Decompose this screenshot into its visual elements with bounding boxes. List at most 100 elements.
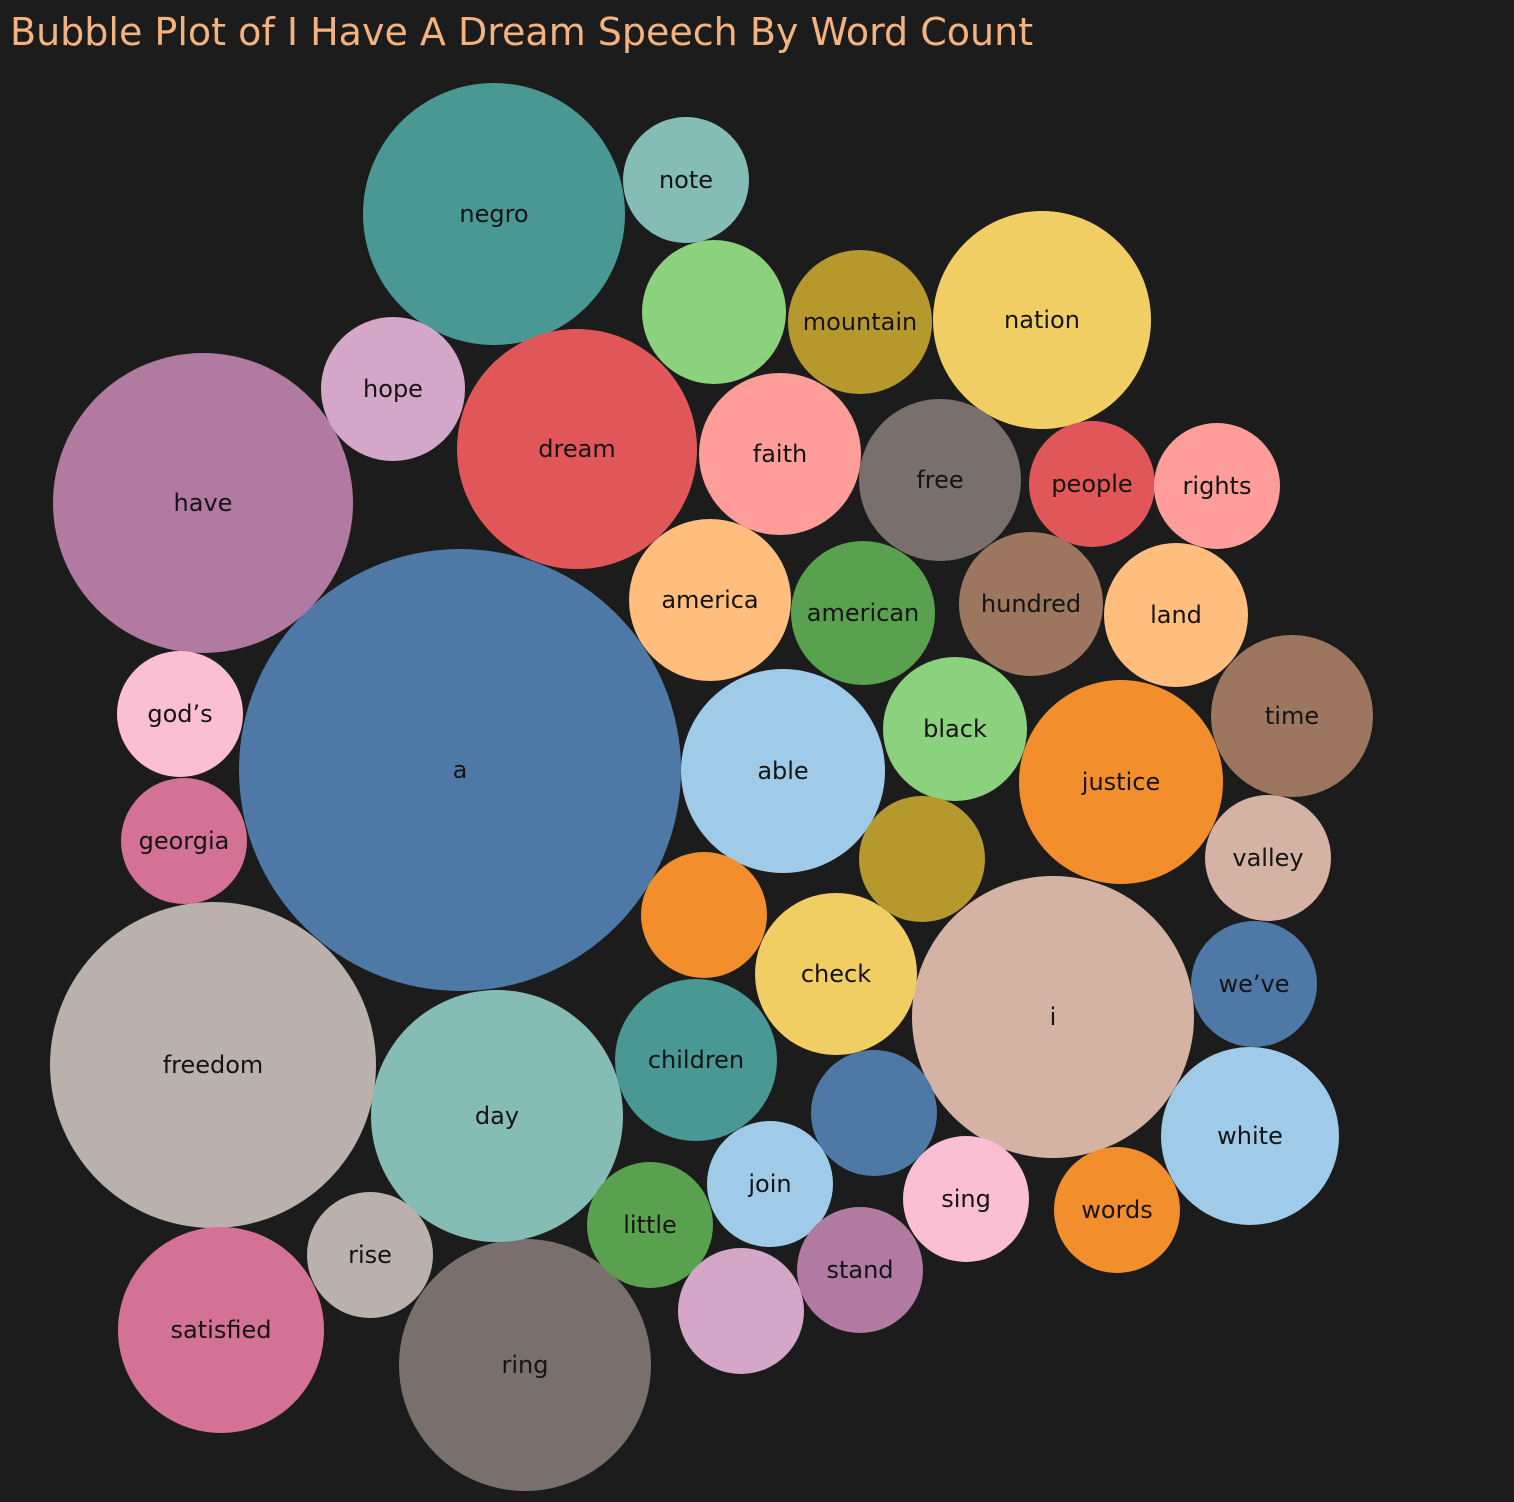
bubble-i[interactable]: i xyxy=(912,876,1194,1158)
bubble-circle[interactable] xyxy=(1154,423,1280,549)
bubble-circle[interactable] xyxy=(797,1207,923,1333)
bubble-circle[interactable] xyxy=(859,796,985,922)
bubble-words[interactable]: words xyxy=(1054,1147,1180,1273)
bubble-ring[interactable]: ring xyxy=(399,1239,651,1491)
bubble-hope[interactable]: hope xyxy=(321,317,465,461)
bubble-label: little xyxy=(623,1211,677,1239)
bubble-note[interactable]: note xyxy=(623,117,749,243)
bubble-unlabeled-19[interactable] xyxy=(642,240,786,384)
bubble-land[interactable]: land xyxy=(1104,543,1248,687)
bubble-american[interactable]: american xyxy=(791,541,935,685)
bubble-label: people xyxy=(1051,470,1132,498)
bubble-faith[interactable]: faith xyxy=(699,373,861,535)
bubble-circle[interactable] xyxy=(959,532,1103,676)
bubble-circle[interactable] xyxy=(1191,921,1317,1047)
bubble-label: faith xyxy=(753,440,807,468)
bubble-circle[interactable] xyxy=(791,541,935,685)
bubble-america[interactable]: america xyxy=(629,519,791,681)
bubble-sing[interactable]: sing xyxy=(903,1136,1029,1262)
bubble-people[interactable]: people xyxy=(1029,421,1155,547)
bubble-circle[interactable] xyxy=(457,329,697,569)
bubble-circle[interactable] xyxy=(933,211,1151,429)
bubble-circle[interactable] xyxy=(1029,421,1155,547)
bubble-negro[interactable]: negro xyxy=(363,83,625,345)
bubble-rights[interactable]: rights xyxy=(1154,423,1280,549)
bubble-circle[interactable] xyxy=(707,1121,833,1247)
bubble-children[interactable]: children xyxy=(615,979,777,1141)
bubble-circle[interactable] xyxy=(903,1136,1029,1262)
bubble-stand[interactable]: stand xyxy=(797,1207,923,1333)
bubble-we-ve[interactable]: we’ve xyxy=(1191,921,1317,1047)
bubble-circle[interactable] xyxy=(811,1050,937,1176)
bubble-free[interactable]: free xyxy=(859,399,1021,561)
bubble-circle[interactable] xyxy=(641,852,767,978)
bubble-label: ring xyxy=(502,1351,549,1379)
bubble-god-s[interactable]: god’s xyxy=(117,651,243,777)
bubble-circle[interactable] xyxy=(121,778,247,904)
bubble-freedom[interactable]: freedom xyxy=(50,902,376,1228)
bubble-circle[interactable] xyxy=(883,657,1027,801)
bubble-circle[interactable] xyxy=(321,317,465,461)
bubble-circle[interactable] xyxy=(363,83,625,345)
bubble-justice[interactable]: justice xyxy=(1019,680,1223,884)
bubble-circle[interactable] xyxy=(307,1192,433,1318)
bubble-label: stand xyxy=(826,1256,893,1284)
bubble-rise[interactable]: rise xyxy=(307,1192,433,1318)
bubble-circle[interactable] xyxy=(371,990,623,1242)
bubble-label: free xyxy=(916,466,963,494)
bubble-circle[interactable] xyxy=(1161,1047,1339,1225)
bubble-circle[interactable] xyxy=(699,373,861,535)
bubble-circle[interactable] xyxy=(912,876,1194,1158)
bubble-unlabeled-42[interactable] xyxy=(678,1248,804,1374)
bubble-label: god’s xyxy=(147,700,212,728)
bubble-circle[interactable] xyxy=(678,1248,804,1374)
bubble-circle[interactable] xyxy=(615,979,777,1141)
bubble-mountain[interactable]: mountain xyxy=(788,250,932,394)
bubble-a[interactable]: a xyxy=(239,549,681,991)
bubble-circle[interactable] xyxy=(239,549,681,991)
bubble-circle[interactable] xyxy=(788,250,932,394)
bubble-have[interactable]: have xyxy=(53,353,353,653)
bubble-unlabeled-35[interactable] xyxy=(811,1050,937,1176)
bubble-time[interactable]: time xyxy=(1211,635,1373,797)
bubble-circle[interactable] xyxy=(859,399,1021,561)
bubble-circle[interactable] xyxy=(53,353,353,653)
bubble-able[interactable]: able xyxy=(681,669,885,873)
bubble-label: justice xyxy=(1081,768,1160,796)
bubble-label: time xyxy=(1265,702,1319,730)
bubble-valley[interactable]: valley xyxy=(1205,795,1331,921)
bubble-circle[interactable] xyxy=(118,1227,324,1433)
bubble-black[interactable]: black xyxy=(883,657,1027,801)
bubble-unlabeled-34[interactable] xyxy=(641,852,767,978)
bubble-circle[interactable] xyxy=(755,893,917,1055)
bubble-circle[interactable] xyxy=(642,240,786,384)
bubble-satisfied[interactable]: satisfied xyxy=(118,1227,324,1433)
bubble-circle[interactable] xyxy=(1205,795,1331,921)
bubble-circle[interactable] xyxy=(1054,1147,1180,1273)
bubble-circle[interactable] xyxy=(587,1162,713,1288)
bubble-circle[interactable] xyxy=(399,1239,651,1491)
bubble-check[interactable]: check xyxy=(755,893,917,1055)
bubble-white[interactable]: white xyxy=(1161,1047,1339,1225)
bubble-circle[interactable] xyxy=(50,902,376,1228)
bubble-dream[interactable]: dream xyxy=(457,329,697,569)
bubble-circle[interactable] xyxy=(623,117,749,243)
bubble-label: have xyxy=(174,489,233,517)
bubble-circle[interactable] xyxy=(1019,680,1223,884)
bubble-hundred[interactable]: hundred xyxy=(959,532,1103,676)
bubble-label: america xyxy=(661,586,758,614)
bubble-label: mountain xyxy=(803,308,917,336)
bubble-circle[interactable] xyxy=(681,669,885,873)
bubble-circle[interactable] xyxy=(117,651,243,777)
bubble-little[interactable]: little xyxy=(587,1162,713,1288)
bubble-circle[interactable] xyxy=(629,519,791,681)
bubble-label: hope xyxy=(363,375,423,403)
bubble-join[interactable]: join xyxy=(707,1121,833,1247)
bubble-georgia[interactable]: georgia xyxy=(121,778,247,904)
bubble-nation[interactable]: nation xyxy=(933,211,1151,429)
bubble-day[interactable]: day xyxy=(371,990,623,1242)
bubble-circle[interactable] xyxy=(1211,635,1373,797)
bubble-circle[interactable] xyxy=(1104,543,1248,687)
bubble-label: rights xyxy=(1183,472,1252,500)
bubble-unlabeled-33[interactable] xyxy=(859,796,985,922)
